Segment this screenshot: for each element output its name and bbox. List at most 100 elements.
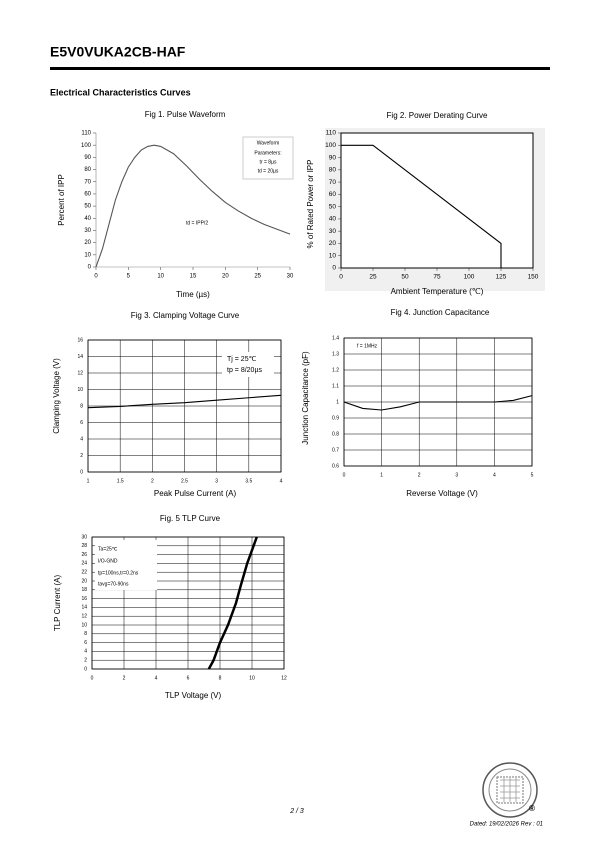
x-tick-label: 125: [496, 274, 507, 281]
y-tick-label: 1: [336, 399, 339, 405]
x-tick-label: 2: [418, 472, 421, 478]
y-tick-label: 20: [84, 240, 91, 246]
x-tick-label: 3: [215, 478, 218, 484]
y-tick-label: 6: [84, 640, 87, 646]
y-tick-label: 14: [77, 354, 83, 360]
annotation-box: [222, 352, 274, 377]
y-tick-label: 28: [81, 543, 87, 549]
x-tick-label: 15: [190, 274, 197, 280]
x-tick-label: 25: [369, 274, 377, 281]
y-tick-label: 18: [81, 587, 87, 593]
y-tick-label: 6: [80, 420, 83, 426]
x-tick-label: 30: [287, 274, 294, 280]
y-tick-label: 10: [81, 622, 87, 628]
figure-title: Fig. 5 TLP Curve: [160, 514, 221, 523]
y-tick-label: 100: [81, 143, 92, 149]
x-tick-label: 12: [281, 675, 287, 681]
y-tick-label: 12: [77, 370, 83, 376]
data-line: [95, 144, 291, 268]
y-tick-label: 8: [84, 631, 87, 637]
annotation: Parameters:: [254, 150, 281, 156]
y-tick-label: 26: [81, 552, 87, 558]
x-tick-label: 2: [123, 675, 126, 681]
figure-title: Fig 4. Junction Capacitance: [391, 308, 490, 317]
x-tick-label: 8: [219, 675, 222, 681]
y-tick-label: 40: [84, 216, 91, 222]
y-axis-label: % of Rated Power or IPP: [306, 160, 315, 249]
y-tick-label: 0: [332, 265, 336, 272]
x-tick-label: 100: [464, 274, 475, 281]
y-tick-label: 70: [329, 179, 337, 186]
y-tick-label: 10: [329, 252, 337, 259]
data-line: [341, 144, 502, 268]
x-tick-label: 1.5: [117, 478, 124, 484]
y-tick-label: 90: [84, 155, 91, 161]
x-tick-label: 150: [528, 274, 539, 281]
y-tick-label: 2: [84, 658, 87, 664]
x-axis-label: Ambient Temperature (℃): [391, 287, 484, 296]
y-tick-label: 50: [84, 204, 91, 210]
y-tick-label: 30: [329, 228, 337, 235]
y-tick-label: 14: [81, 605, 87, 611]
x-tick-label: 0: [91, 675, 94, 681]
y-tick-label: 16: [77, 337, 83, 343]
y-tick-label: 10: [84, 252, 91, 258]
y-tick-label: 30: [81, 534, 87, 540]
y-tick-label: 80: [329, 167, 337, 174]
y-tick-label: 0: [88, 265, 92, 271]
x-tick-label: 1: [380, 472, 383, 478]
header-rule: [50, 67, 550, 70]
x-axis-label: Reverse Voltage (V): [406, 489, 478, 498]
y-tick-label: 2: [80, 453, 83, 459]
y-tick-label: 1.1: [332, 383, 339, 389]
x-tick-label: 10: [249, 675, 255, 681]
x-axis-label: Peak Pulse Current (A): [154, 489, 237, 498]
y-tick-label: 100: [325, 142, 336, 149]
date-revision: Dated: 19/02/2026 Rev : 01: [470, 822, 543, 828]
x-tick-label: 2: [151, 478, 154, 484]
x-tick-label: 75: [433, 274, 441, 281]
annotation: tr = 8µs: [260, 159, 277, 165]
page-number: 2 / 3: [289, 808, 304, 815]
y-tick-label: 22: [81, 570, 87, 576]
x-axis-label: TLP Voltage (V): [165, 691, 222, 700]
section-title: Electrical Characteristics Curves: [50, 87, 191, 97]
x-tick-label: 4: [280, 478, 283, 484]
annotation: Ta=25℃: [98, 546, 118, 552]
x-tick-label: 50: [401, 274, 409, 281]
y-tick-label: 90: [329, 154, 337, 161]
x-tick-label: 4: [493, 472, 496, 478]
x-tick-label: 5: [531, 472, 534, 478]
annotation: td = 20µs: [258, 168, 279, 174]
y-tick-label: 1.3: [332, 351, 339, 357]
doc-title: E5V0VUKA2CB-HAF: [50, 44, 186, 60]
data-line: [343, 395, 533, 411]
y-tick-label: 0.7: [332, 447, 339, 453]
annotation: I/O-GND: [98, 558, 118, 564]
y-tick-label: 60: [84, 191, 91, 197]
y-tick-label: 110: [326, 130, 337, 137]
annotation: tp=100ns,tr=0.2ns: [98, 570, 139, 576]
y-tick-label: 60: [329, 191, 337, 198]
x-tick-label: 3: [455, 472, 458, 478]
figure-title: Fig 2. Power Derating Curve: [387, 111, 488, 120]
y-tick-label: 0.9: [332, 415, 339, 421]
x-tick-label: 6: [187, 675, 190, 681]
data-line: [207, 536, 258, 670]
y-tick-label: 110: [81, 131, 91, 137]
plot-area: [340, 132, 534, 269]
x-tick-label: 3.5: [245, 478, 252, 484]
y-tick-label: 70: [84, 179, 91, 185]
annotation-box: [95, 540, 157, 590]
y-tick-label: 8: [80, 403, 83, 409]
y-tick-label: 30: [84, 228, 91, 234]
x-tick-label: 4: [155, 675, 158, 681]
data-line: [87, 394, 282, 409]
annotation: tp = 8/20µs: [227, 367, 262, 374]
y-tick-label: 20: [329, 240, 337, 247]
logo: [482, 762, 538, 818]
x-tick-label: 0: [343, 472, 346, 478]
y-tick-label: 24: [81, 561, 87, 567]
x-tick-label: 0: [339, 274, 343, 281]
y-axis-label: Percent of IPP: [57, 174, 66, 226]
